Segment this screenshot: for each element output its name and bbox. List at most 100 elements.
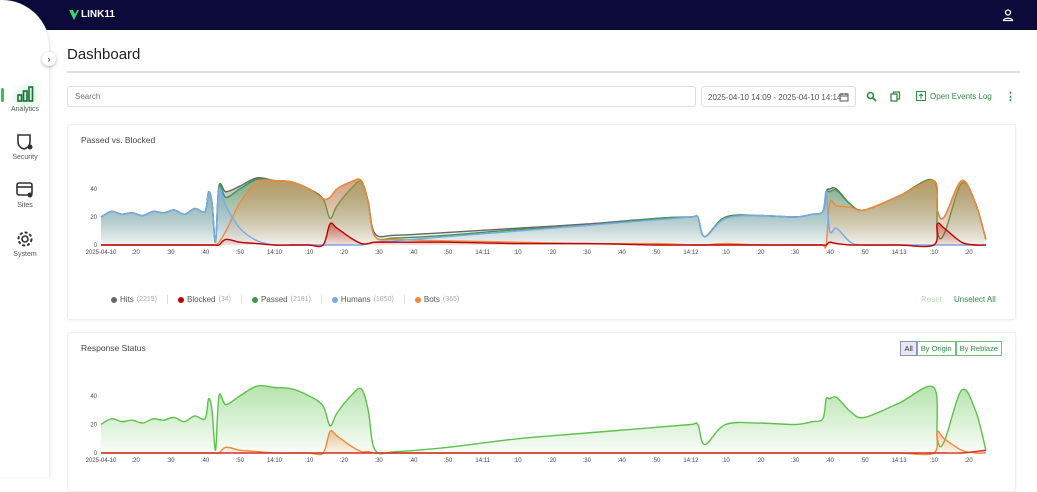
x-tick-label: :40 [201, 458, 210, 464]
x-tick-label: :50 [444, 458, 453, 464]
x-tick-label: :20 [340, 250, 349, 256]
legend-count: (1850) [373, 296, 394, 303]
x-tick-label: :50 [652, 458, 661, 464]
gear-icon [17, 231, 33, 247]
x-tick-label: :30 [166, 458, 175, 464]
x-tick-label: :10 [930, 250, 939, 256]
top-header: LINK11 [0, 0, 1037, 30]
x-tick-label: :30 [791, 250, 800, 256]
x-tick-label: :10 [721, 250, 730, 256]
legend-count: (34) [218, 296, 231, 303]
legend-label: Blocked [187, 295, 216, 304]
x-tick-label: :10 [721, 458, 730, 464]
x-tick-label: :20 [964, 458, 973, 464]
search-input[interactable] [67, 86, 696, 107]
x-tick-label: 2025-04-10 [86, 250, 117, 256]
legend-label: Humans [340, 295, 371, 304]
series-line[interactable] [100, 384, 987, 455]
x-tick-label: :30 [583, 458, 592, 464]
x-tick-label: :20 [756, 250, 765, 256]
y-tick-label: 20 [90, 215, 97, 221]
open-events-log-label: Open Events Log [930, 91, 992, 101]
x-tick-label: :10 [305, 458, 314, 464]
x-tick-label: :30 [791, 458, 800, 464]
y-tick-label: 0 [94, 451, 98, 457]
x-tick-label: :50 [236, 250, 245, 256]
series-line[interactable] [101, 449, 986, 454]
passed-vs-blocked-chart: 0 20 40 2025-04-10:20:30:40:50 14:10:10:20:3… [86, 176, 987, 256]
x-tick-label: :50 [652, 250, 661, 256]
x-tick-label: :50 [236, 458, 245, 464]
card-title: Passed vs. Blocked [81, 135, 156, 145]
x-tick-label: 14:12 [683, 250, 699, 256]
date-range-value: 2025-04-10 14:09 - 2025-04-10 14:14 [708, 93, 842, 102]
x-tick-label: :10 [513, 458, 522, 464]
legend-label: Hits [120, 295, 134, 304]
response-status-filter: All By Origin By Reblaze [900, 341, 1002, 356]
legend-item-passed[interactable]: Passed (2181) [242, 295, 322, 304]
legend-count: (365) [442, 296, 460, 303]
x-tick-label: :30 [166, 250, 175, 256]
brand-logo[interactable]: LINK11 [69, 9, 115, 20]
search-icon[interactable] [866, 91, 877, 102]
series-area [101, 385, 986, 454]
response-status-card: Response Status All By Origin By Reblaze… [67, 332, 1016, 492]
x-tick-label: :50 [444, 250, 453, 256]
x-tick-label: :20 [340, 458, 349, 464]
open-events-log-button[interactable]: Open Events Log [916, 91, 992, 101]
sidebar-item-label: System [13, 251, 37, 258]
legend-item-humans[interactable]: Humans (1850) [322, 295, 405, 304]
sidebar-item-label: Security [12, 154, 38, 161]
x-tick-label: :10 [930, 458, 939, 464]
sidebar-toggle-chevron-icon[interactable]: › [42, 52, 56, 66]
passed-vs-blocked-card: Passed vs. Blocked 0 20 40 2025-04-10:20:30… [67, 124, 1016, 320]
copy-icon[interactable] [890, 91, 901, 102]
x-tick-label: :40 [409, 458, 418, 464]
x-tick-label: :50 [860, 250, 869, 256]
legend-label: Bots [423, 295, 440, 304]
x-tick-label: :20 [964, 250, 973, 256]
x-tick-label: :10 [305, 250, 314, 256]
calendar-icon[interactable] [839, 92, 849, 102]
sidebar-item-security[interactable]: Security [0, 132, 50, 161]
date-range-picker[interactable]: 2025-04-10 14:09 - 2025-04-10 14:14 [701, 86, 856, 107]
window-gear-icon [16, 182, 33, 198]
x-tick-label: :20 [548, 458, 557, 464]
x-tick-label: 14:11 [475, 250, 490, 256]
brand-name: LINK11 [81, 9, 115, 20]
sidebar-item-system[interactable]: System [0, 229, 50, 258]
x-tick-label: :40 [826, 458, 835, 464]
filter-all-button[interactable]: All [900, 341, 917, 356]
x-tick-label: 14:13 [892, 250, 908, 256]
x-tick-label: 14:13 [892, 458, 908, 464]
y-tick-label: 20 [90, 423, 97, 429]
y-tick-label: 40 [90, 394, 97, 400]
active-indicator [1, 88, 4, 102]
user-icon[interactable] [1001, 8, 1015, 22]
sidebar-item-analytics[interactable]: Analytics [0, 84, 50, 113]
x-tick-label: :20 [548, 250, 557, 256]
x-tick-label: :20 [132, 458, 141, 464]
sidebar: Analytics Security Sites System [0, 0, 50, 477]
legend-dot [251, 296, 258, 303]
reset-button[interactable]: Reset [921, 295, 942, 304]
x-tick-label: :40 [201, 250, 210, 256]
filter-by-reblaze-button[interactable]: By Reblaze [955, 341, 1002, 356]
y-tick-label: 0 [94, 243, 98, 249]
x-tick-label: 14:10 [267, 250, 283, 256]
legend-dot [111, 296, 117, 303]
filter-by-origin-button[interactable]: By Origin [916, 341, 956, 356]
legend-item-blocked[interactable]: Blocked (34) [168, 295, 242, 304]
sidebar-item-label: Sites [17, 202, 33, 209]
legend-item-bots[interactable]: Bots (365) [405, 295, 469, 304]
legend-item-hits[interactable]: Hits (2215) [101, 295, 169, 304]
open-log-icon [916, 91, 926, 101]
x-tick-label: 14:12 [683, 458, 699, 464]
unselect-all-button[interactable]: Unselect All [954, 295, 996, 304]
series-line[interactable] [101, 222, 986, 248]
x-tick-label: :30 [374, 250, 383, 256]
x-tick-label: :40 [617, 250, 626, 256]
more-options-icon[interactable]: ⋮ [1005, 91, 1016, 103]
sidebar-item-sites[interactable]: Sites [0, 180, 50, 209]
x-tick-label: :30 [374, 458, 383, 464]
